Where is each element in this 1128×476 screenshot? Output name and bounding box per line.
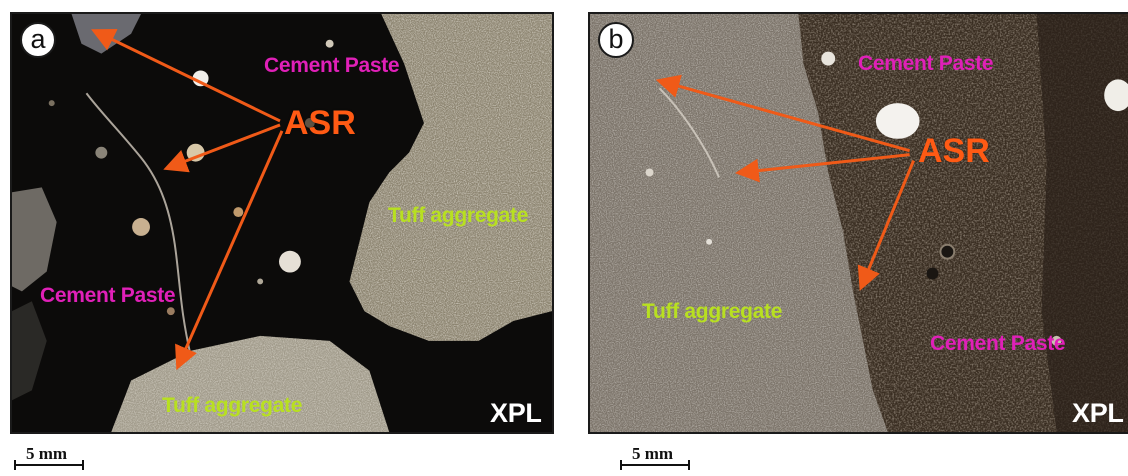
panel-a-badge: a	[20, 22, 56, 58]
panel-b-badge: b	[598, 22, 634, 58]
asr-arrows-b	[655, 74, 915, 291]
scale-bar-label: 5 mm	[26, 444, 68, 463]
tuff-aggregate-label: Tuff aggregate	[162, 394, 303, 417]
asr-label: ASR	[284, 104, 356, 142]
cement-paste-label: Cement Paste	[858, 52, 994, 75]
xpl-label: XPL	[1072, 398, 1124, 428]
micrograph-a	[12, 14, 552, 432]
scale-bar-tick	[14, 460, 16, 470]
scale-bar-tick	[688, 460, 690, 470]
asr-arrows-a	[91, 28, 284, 371]
scale-bar-tick	[620, 460, 622, 470]
asr-label: ASR	[918, 132, 990, 170]
cement-paste-label: Cement Paste	[264, 54, 400, 77]
panel-a: a Cement Paste ASR Tuff aggregate Cement…	[10, 12, 554, 434]
cement-paste-label: Cement Paste	[930, 332, 1066, 355]
scale-bar-tick	[82, 460, 84, 470]
tuff-aggregate-label: Tuff aggregate	[388, 204, 529, 227]
xpl-label: XPL	[490, 398, 542, 428]
scale-bar-label: 5 mm	[632, 444, 674, 463]
tuff-aggregate-label: Tuff aggregate	[642, 300, 783, 323]
scale-bar-line	[14, 464, 84, 466]
scale-bar-line	[620, 464, 690, 466]
panel-b: b Cement Paste ASR Tuff aggregate Cement…	[588, 12, 1128, 434]
cement-paste-label: Cement Paste	[40, 284, 176, 307]
